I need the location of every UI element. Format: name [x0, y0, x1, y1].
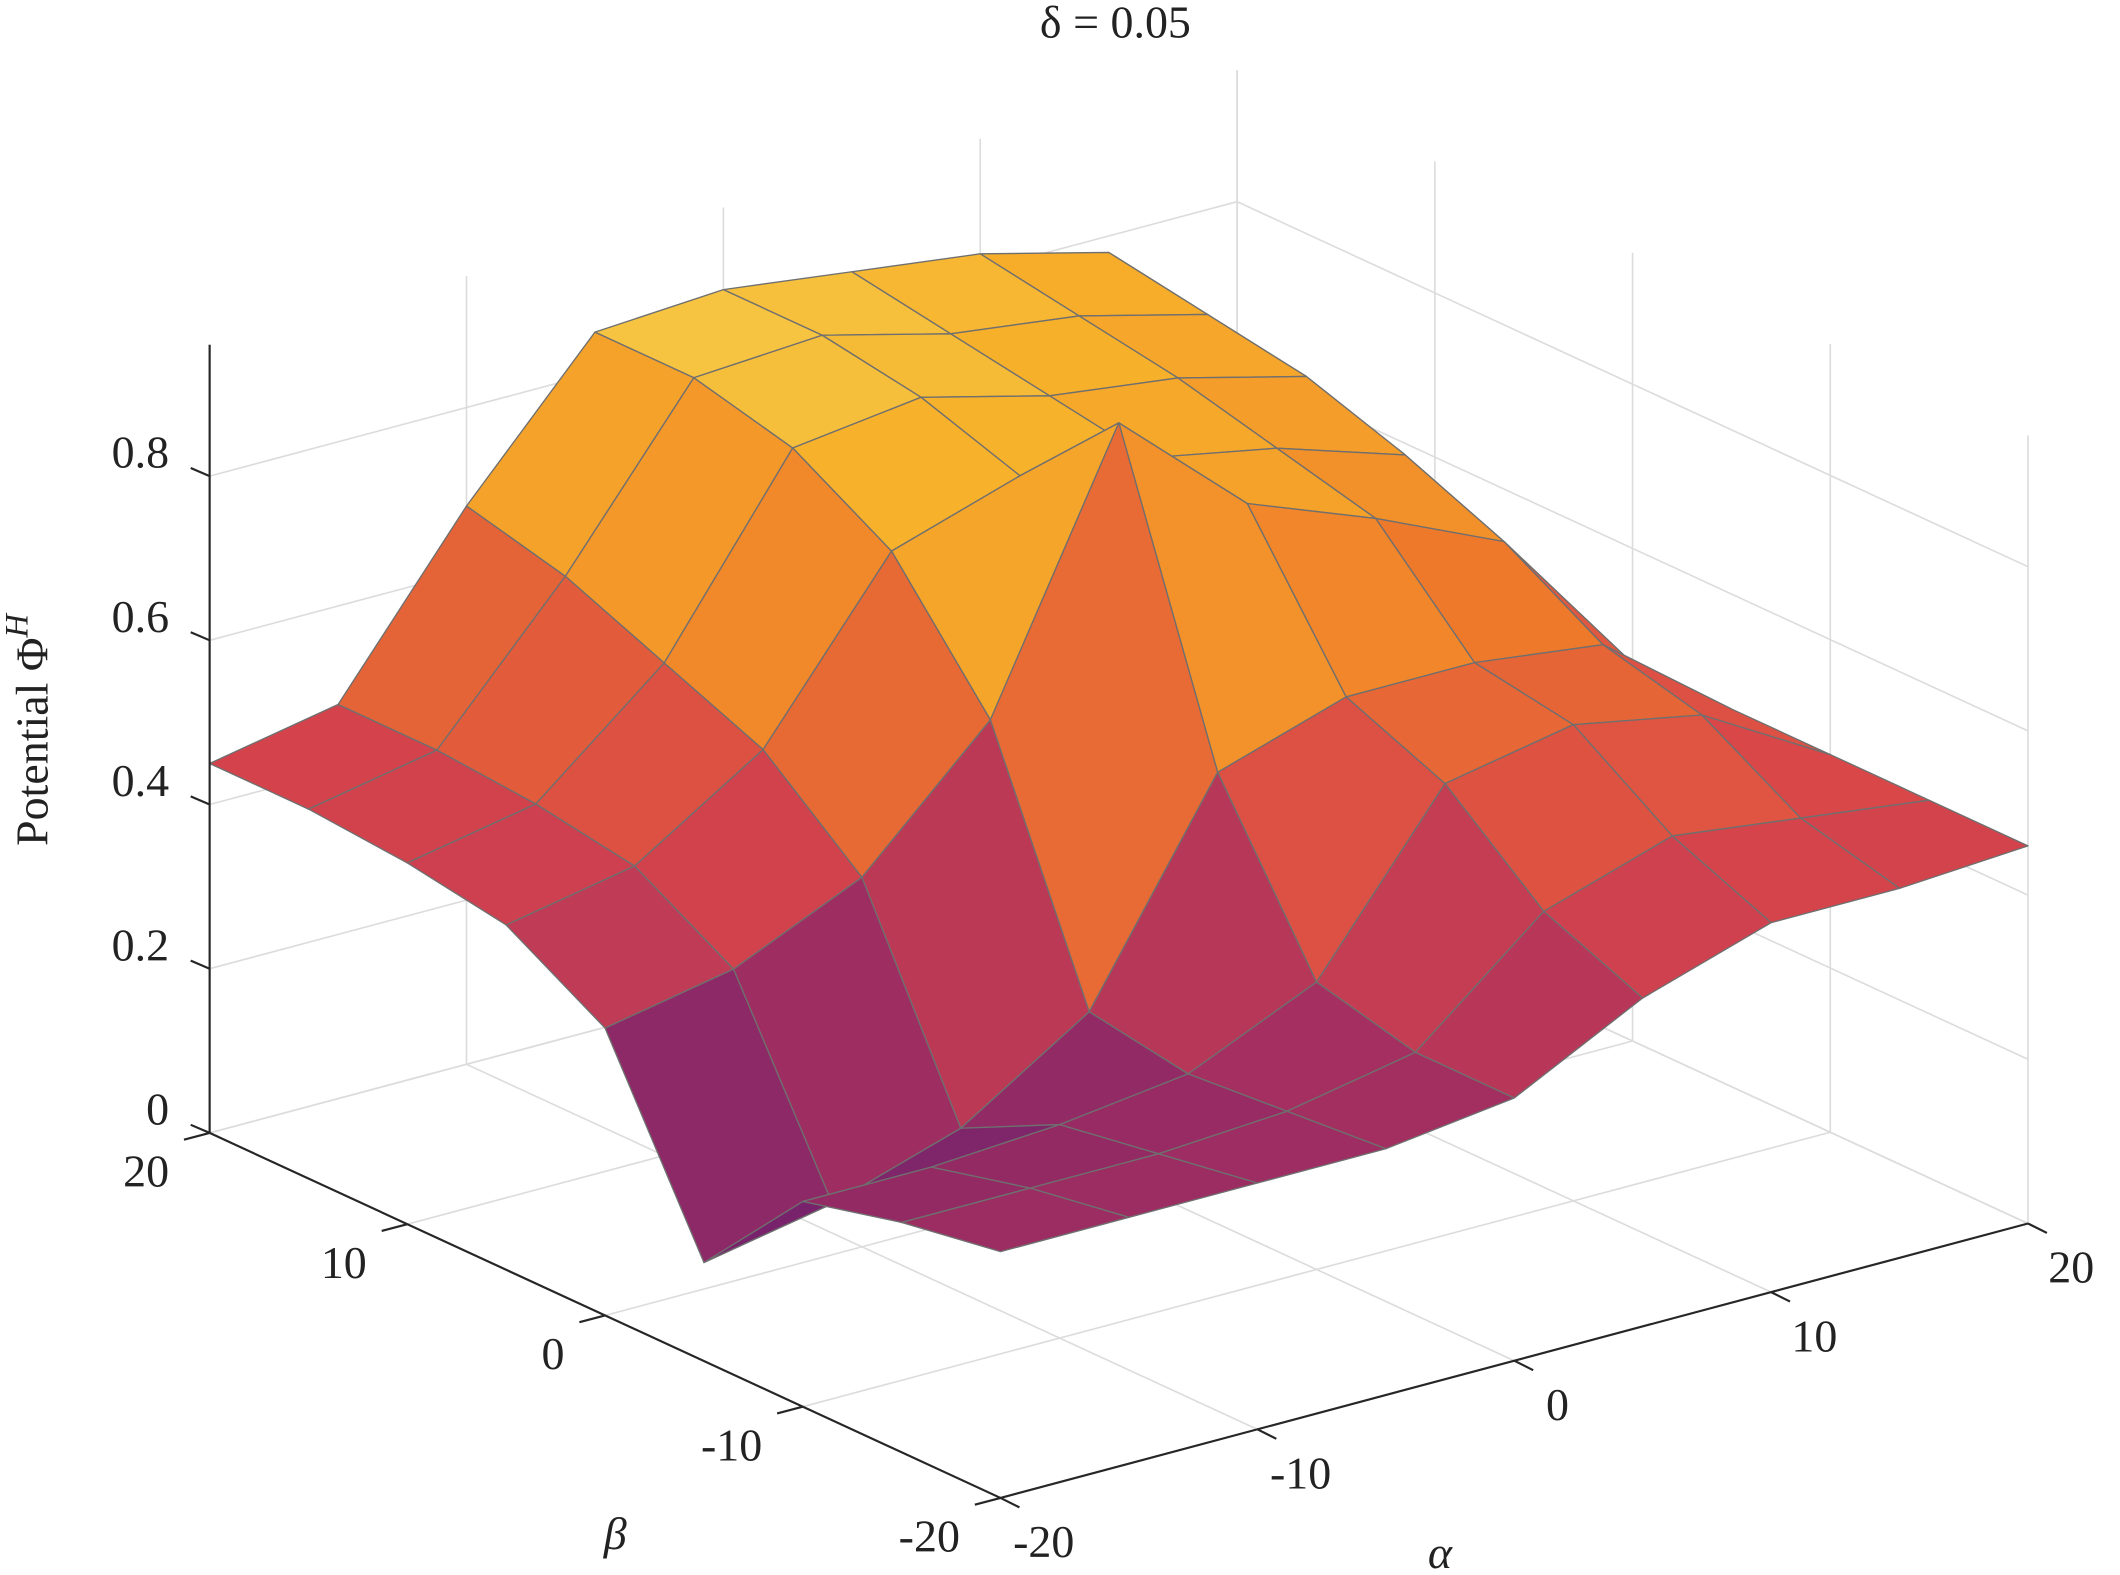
x-tick-label: -20 — [1013, 1516, 1074, 1567]
y-tick-label: 20 — [123, 1146, 169, 1197]
z-axis-label-text: Potential Φ — [6, 638, 57, 846]
z-tick — [190, 959, 211, 970]
y-tick — [381, 1223, 408, 1232]
z-tick-label: 0.6 — [112, 591, 169, 642]
x-tick-label: 20 — [2048, 1242, 2094, 1293]
x-tick-label: -10 — [1270, 1448, 1331, 1499]
z-tick — [190, 466, 211, 478]
surface-patch — [900, 1187, 1130, 1253]
x-tick — [1770, 1291, 1791, 1303]
y-tick — [776, 1405, 804, 1415]
z-axis-label: Potential ΦH — [0, 613, 57, 846]
x-tick — [1000, 1496, 1020, 1509]
x-tick-label: 10 — [1791, 1310, 1837, 1361]
x-axis-label: α — [1428, 1527, 1453, 1575]
x-tick — [1256, 1428, 1277, 1440]
y-tick-label: 10 — [321, 1237, 367, 1288]
z-axis-label-superscript: H — [0, 613, 36, 639]
z-tick-label: 0.2 — [112, 919, 169, 970]
z-tick — [190, 631, 211, 642]
z-tick-label: 0.4 — [112, 755, 169, 806]
y-tick — [183, 1131, 210, 1141]
grid-line — [802, 1131, 1831, 1408]
z-tick-label: 0 — [146, 1084, 169, 1135]
y-axis — [209, 1131, 1001, 1499]
y-tick-label: 0 — [542, 1328, 565, 1379]
y-tick — [579, 1314, 606, 1324]
chart-title: δ = 0.05 — [1040, 0, 1191, 48]
z-tick-label: 0.8 — [112, 427, 169, 478]
y-axis-label: β — [603, 1508, 627, 1559]
z-tick — [190, 795, 211, 806]
x-tick-label: 0 — [1546, 1379, 1569, 1430]
x-tick — [1513, 1359, 1534, 1372]
y-tick — [974, 1496, 1001, 1506]
y-tick-label: -10 — [701, 1419, 762, 1470]
y-tick-label: -20 — [899, 1511, 960, 1562]
z-tick — [190, 1123, 211, 1134]
x-tick — [2027, 1222, 2048, 1234]
